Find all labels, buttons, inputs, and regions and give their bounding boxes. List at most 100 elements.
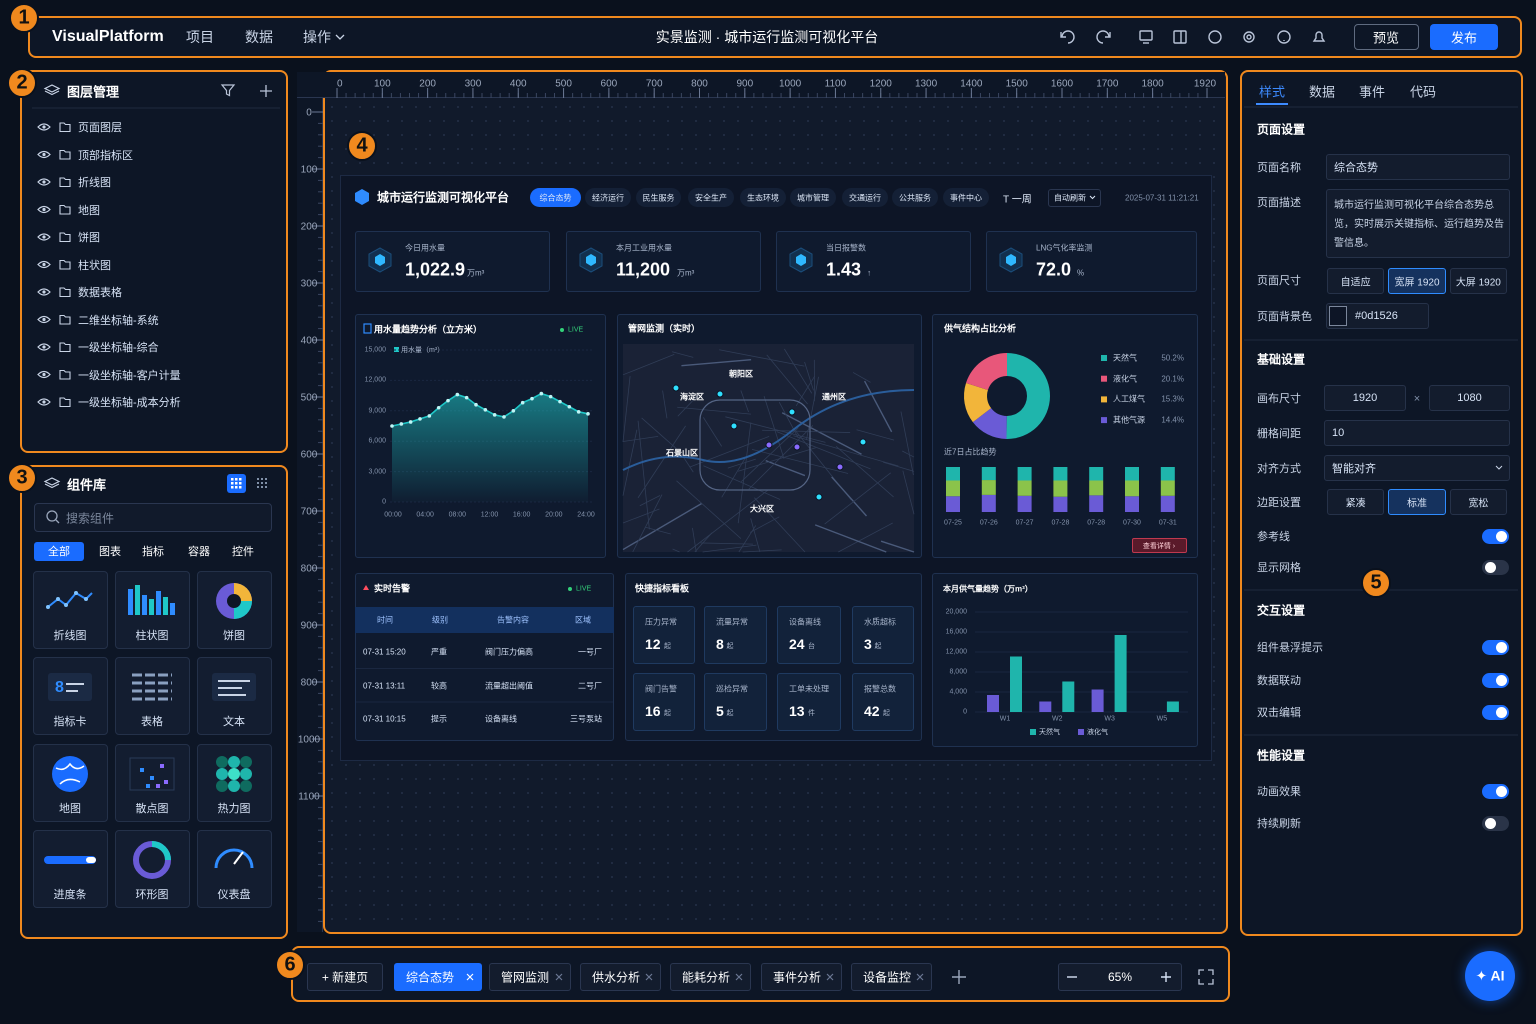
segment-label[interactable]: 宽松 [1468, 498, 1489, 510]
nav-item[interactable]: 安全生产 [695, 193, 727, 203]
segment-label[interactable]: 紧凑 [1345, 498, 1366, 510]
settings-tab[interactable]: 事件 [1358, 84, 1386, 100]
toolbar-icon[interactable] [1060, 30, 1075, 44]
component-tab[interactable]: 指标 [142, 546, 164, 558]
refresh-select[interactable] [1048, 189, 1101, 207]
settings-tab[interactable]: 数据 [1308, 84, 1336, 100]
nav-item[interactable]: 公共服务 [899, 193, 931, 203]
toggle-knob[interactable] [1496, 642, 1507, 653]
toggle-knob[interactable] [1485, 818, 1496, 829]
component-name[interactable]: 文本 [223, 716, 245, 728]
component-name[interactable]: 表格 [141, 716, 163, 728]
page-tab[interactable] [670, 963, 751, 991]
page-tab[interactable] [394, 963, 482, 991]
input[interactable] [1324, 455, 1510, 481]
toolbar-icon[interactable] [1277, 30, 1291, 44]
page-tab-label[interactable]: 供水分析 [592, 970, 641, 985]
new-page-button[interactable] [307, 963, 383, 991]
segment-option[interactable] [1327, 268, 1385, 294]
layer-item[interactable]: 顶部指标区 [78, 149, 133, 162]
component-card[interactable] [115, 744, 190, 822]
toggle-knob[interactable] [1496, 531, 1507, 542]
toggle-knob[interactable] [1496, 674, 1507, 686]
component-name[interactable]: 热力图 [217, 803, 251, 815]
toolbar-icon[interactable] [1243, 31, 1255, 43]
page-tab[interactable] [761, 963, 842, 991]
search-box[interactable] [34, 503, 272, 532]
component-name[interactable]: 环形图 [135, 889, 169, 901]
input-value[interactable]: 1080 [1457, 392, 1482, 404]
new-page-label[interactable]: + 新建页 [321, 970, 369, 985]
menu-item[interactable]: 项目 [186, 29, 214, 45]
component-name[interactable]: 进度条 [53, 889, 87, 901]
segment-option[interactable] [1327, 489, 1385, 515]
ai-label[interactable]: ✦ AI [1475, 967, 1505, 984]
settings-tab[interactable]: 样式 [1258, 84, 1286, 100]
page-tab-label[interactable]: 事件分析 [773, 970, 822, 985]
segment-label[interactable]: 大屏 1920 [1455, 277, 1501, 289]
detail-label[interactable]: 查看详情 › [1142, 543, 1176, 550]
layer-item[interactable]: 折线图 [78, 177, 111, 189]
preview-label[interactable]: 预览 [1372, 30, 1400, 46]
nav-item[interactable]: 交通运行 [849, 193, 881, 203]
input[interactable] [1326, 154, 1510, 180]
nav-item[interactable]: 民生服务 [642, 193, 675, 203]
component-card[interactable] [115, 657, 190, 735]
component-tab[interactable]: 图表 [99, 546, 121, 558]
component-card[interactable] [197, 830, 272, 908]
settings-tab[interactable]: 代码 [1409, 84, 1437, 100]
layer-item[interactable]: 页面图层 [78, 122, 122, 134]
textarea[interactable] [1326, 189, 1510, 258]
component-name[interactable]: 指标卡 [53, 716, 87, 728]
segment-option[interactable] [1388, 489, 1446, 515]
component-name[interactable]: 折线图 [53, 630, 87, 642]
nav-item[interactable]: 生态环境 [747, 193, 779, 203]
component-name[interactable]: 仪表盘 [217, 889, 251, 901]
component-card[interactable] [33, 830, 108, 908]
segment-label[interactable]: 自适应 [1340, 277, 1371, 289]
nav-item[interactable]: 经济运行 [592, 193, 624, 203]
nav-pill[interactable] [740, 188, 786, 207]
nav-item[interactable]: 事件中心 [950, 193, 982, 203]
ai-button[interactable] [1465, 951, 1515, 1001]
nav-pill[interactable] [688, 188, 734, 207]
component-tab[interactable]: 控件 [232, 546, 254, 558]
layer-item[interactable]: 一级坐标轴-客户计量 [78, 369, 181, 382]
nav-pill[interactable] [530, 188, 581, 207]
page-tab-label[interactable]: 管网监测 [501, 970, 550, 985]
layer-item[interactable]: 地图 [78, 204, 100, 217]
nav-pill[interactable] [585, 188, 631, 207]
detail-button[interactable] [1132, 538, 1187, 553]
page-tab-label[interactable]: 设备监控 [863, 970, 912, 985]
component-card[interactable] [115, 830, 190, 908]
menu-item[interactable]: 操作 [303, 29, 331, 45]
nav-pill[interactable] [943, 188, 989, 207]
publish-label[interactable]: 发布 [1450, 30, 1478, 46]
component-name[interactable]: 柱状图 [135, 630, 169, 642]
input[interactable] [1324, 420, 1510, 446]
input[interactable] [1429, 385, 1510, 411]
textarea-value[interactable]: 城市运行监测可视化平台综合态势总览，实时展示关键指标、运行趋势及告警信息。 [1334, 199, 1504, 249]
toolbar-icon[interactable] [1173, 30, 1187, 44]
component-name[interactable]: 饼图 [223, 630, 245, 642]
toggle-knob[interactable] [1496, 707, 1507, 718]
component-tab[interactable]: 全部 [48, 546, 70, 558]
page-tab-label[interactable]: 综合态势 [406, 970, 455, 985]
component-name[interactable]: 散点图 [135, 803, 169, 815]
page-tab[interactable] [851, 963, 932, 991]
toggle-knob[interactable] [1496, 786, 1507, 797]
page-tab[interactable] [580, 963, 661, 991]
input-value[interactable]: 10 [1332, 427, 1345, 439]
segment-label[interactable]: 宽屏 1920 [1394, 277, 1440, 289]
preview-button[interactable] [1354, 24, 1419, 50]
nav-item[interactable]: 综合态势 [539, 193, 572, 203]
toolbar-icon[interactable] [1096, 30, 1111, 44]
component-name[interactable]: 地图 [59, 803, 81, 815]
layer-item[interactable]: 柱状图 [78, 259, 111, 272]
segment-option[interactable] [1449, 268, 1507, 294]
layer-item[interactable]: 一级坐标轴-综合 [78, 342, 159, 354]
nav-pill[interactable] [790, 188, 836, 207]
tab-active[interactable] [34, 542, 84, 561]
segment-option[interactable] [1449, 489, 1507, 515]
segment-label[interactable]: 标准 [1407, 498, 1427, 510]
